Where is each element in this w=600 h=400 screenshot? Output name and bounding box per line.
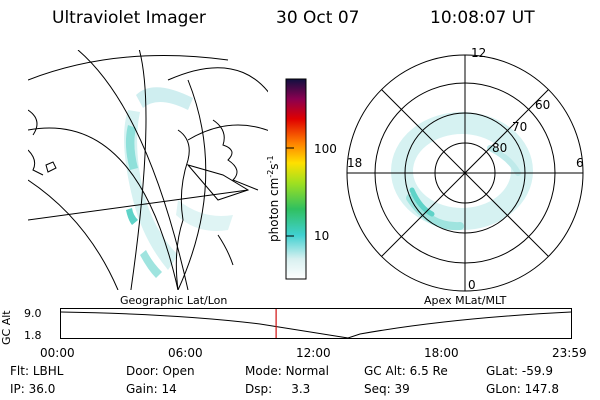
altitude-timeline: [60, 308, 572, 339]
timeline-xtick-1200: 12:00: [296, 346, 331, 360]
colorbar-tick-100: 100: [314, 142, 337, 156]
timeline-xtick-0600: 06:00: [168, 346, 203, 360]
status-glon: GLon: 147.8: [486, 382, 559, 396]
timeline-ytick-bottom: 1.8: [24, 329, 42, 342]
mlt-label-6: 6: [576, 156, 584, 170]
status-gain: Gain: 14: [126, 382, 177, 396]
magnetic-panel-label: Apex MLat/MLT: [424, 294, 507, 307]
status-gc-alt: GC Alt: 6.5 Re: [364, 364, 448, 378]
status-mode: Mode: Normal: [245, 364, 329, 378]
colorbar-unit-label: photon cm-2s-1: [266, 155, 281, 242]
timeline-ytick-top: 9.0: [24, 307, 42, 320]
mlat-label-80: 80: [492, 141, 508, 155]
aurora-oval: [391, 112, 533, 231]
status-door: Door: Open: [126, 364, 195, 378]
instrument-title: Ultraviolet Imager: [52, 8, 206, 28]
aurora-emission: [124, 87, 233, 278]
timeline-xtick-0000: 00:00: [40, 346, 75, 360]
polar-plot: [346, 54, 584, 292]
colorbar: [285, 78, 307, 280]
geographic-map: [28, 50, 268, 290]
mlat-label-70: 70: [512, 120, 528, 134]
mlat-label-60: 60: [535, 98, 551, 112]
mlt-label-12: 12: [471, 46, 487, 60]
status-ip: IP: 36.0: [10, 382, 56, 396]
status-filter: Flt: LBHL: [10, 364, 64, 378]
time-label: 10:08:07 UT: [430, 8, 535, 28]
geographic-panel-label: Geographic Lat/Lon: [120, 294, 228, 307]
mlt-label-18: 18: [347, 156, 363, 170]
colorbar-tick-10: 10: [314, 229, 330, 243]
date-label: 30 Oct 07: [276, 8, 360, 28]
timeline-xtick-2359: 23:59: [552, 346, 587, 360]
timeline-ylabel: GC Alt: [0, 310, 13, 345]
status-seq: Seq: 39: [364, 382, 410, 396]
status-glat: GLat: -59.9: [486, 364, 553, 378]
mlt-label-0: 0: [468, 278, 476, 292]
timeline-xtick-1800: 18:00: [424, 346, 459, 360]
status-dsp: Dsp: 3.3: [245, 382, 311, 396]
